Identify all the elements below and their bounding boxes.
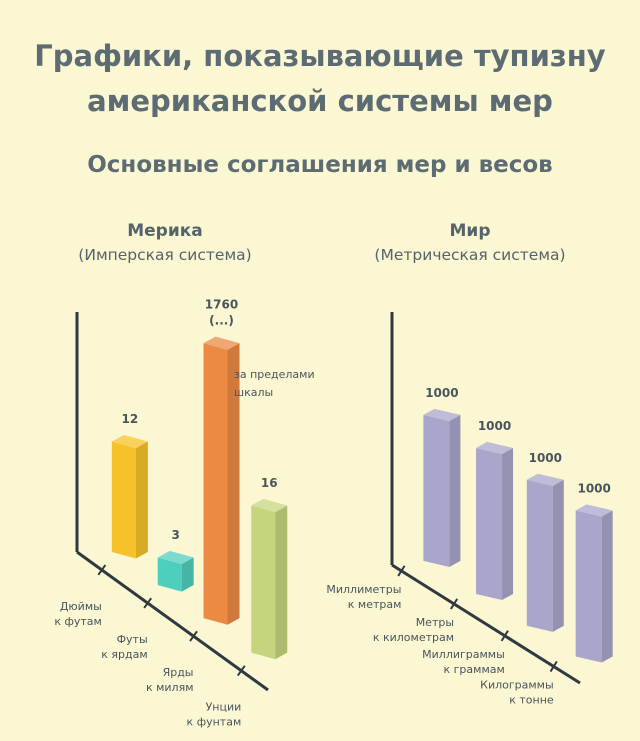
bar-value-label: 1760 xyxy=(205,298,238,312)
category-label: Футы xyxy=(117,633,148,646)
category-label: Ярды xyxy=(163,666,194,679)
right-panel-name: Мир xyxy=(449,221,491,241)
category-label: Унции xyxy=(206,701,242,714)
page-subtitle: Основные соглашения мер и весов xyxy=(87,152,553,178)
bar-value-label: 1000 xyxy=(577,481,610,495)
bar-top xyxy=(526,473,564,486)
bar-side xyxy=(181,557,194,592)
title-line-1: Графики, показывающие тупизну xyxy=(34,39,606,73)
left-panel-title: Мерика (Имперская система) xyxy=(40,219,290,267)
category-label: Килограммы xyxy=(480,678,554,691)
bar-front xyxy=(476,447,503,600)
category-label: к метрам xyxy=(348,598,402,611)
title-line-2: американской системы мер xyxy=(87,84,553,118)
bar-front xyxy=(575,510,602,663)
bar-side xyxy=(227,343,240,625)
category-label: к футам xyxy=(54,615,102,628)
category-label: к ярдам xyxy=(101,648,147,661)
bar-value-label-extra: (...) xyxy=(209,314,234,328)
bar-top xyxy=(203,336,240,350)
panel-1-tick xyxy=(549,660,558,673)
panel-0-tick xyxy=(236,665,246,677)
bar-side xyxy=(601,510,613,663)
category-label: Миллиграммы xyxy=(422,648,505,661)
bar-top xyxy=(423,408,461,421)
page-title: Графики, показывающие тупизну американск… xyxy=(0,34,640,124)
bar-side xyxy=(275,505,288,660)
category-label: Миллиметры xyxy=(326,583,401,596)
category-label: к милям xyxy=(146,681,194,694)
bar-front xyxy=(203,343,228,625)
panel-1-tick xyxy=(450,598,459,610)
panel-0-x-axis xyxy=(76,550,269,692)
annotation-label: за пределами xyxy=(234,368,315,381)
bar-front xyxy=(157,557,182,592)
left-panel-name: Мерика xyxy=(127,221,203,241)
bar-value-label: 1000 xyxy=(529,451,562,465)
panel-0-tick xyxy=(97,564,107,576)
category-label: к граммам xyxy=(444,663,505,676)
bar-side xyxy=(135,441,148,559)
panel-1-tick xyxy=(500,630,509,642)
category-label: к фунтам xyxy=(187,716,242,729)
bar-side xyxy=(449,414,461,567)
bar-top xyxy=(476,441,514,454)
category-label: к тонне xyxy=(509,693,554,706)
right-panel-title: Мир (Метрическая система) xyxy=(345,219,595,267)
bar-value-label: 1000 xyxy=(478,419,511,433)
bar-front xyxy=(251,505,276,660)
bar-top xyxy=(111,434,148,449)
bar-front xyxy=(111,441,136,559)
bar-top xyxy=(157,550,194,565)
panel-1-tick xyxy=(397,565,406,577)
bar-side xyxy=(552,479,564,632)
category-label: Дюймы xyxy=(60,600,102,613)
panel-0-tick xyxy=(189,630,198,642)
category-label: Метры xyxy=(416,616,454,629)
right-panel-system: (Метрическая система) xyxy=(374,246,566,264)
panel-0-tick xyxy=(143,597,152,609)
bar-value-label: 16 xyxy=(261,476,278,490)
bar-value-label: 3 xyxy=(171,528,179,542)
bar-value-label: 12 xyxy=(121,412,138,426)
annotation-label: шкалы xyxy=(234,386,273,399)
panel-1-x-axis xyxy=(391,563,581,685)
category-label: к километрам xyxy=(373,631,454,644)
bar-front xyxy=(526,479,553,632)
bar-front xyxy=(423,414,450,567)
bar-top xyxy=(251,498,288,513)
bar-value-label: 1000 xyxy=(425,386,458,400)
bar-side xyxy=(502,447,514,600)
left-panel-system: (Имперская система) xyxy=(78,246,252,264)
bar-top xyxy=(575,504,613,517)
